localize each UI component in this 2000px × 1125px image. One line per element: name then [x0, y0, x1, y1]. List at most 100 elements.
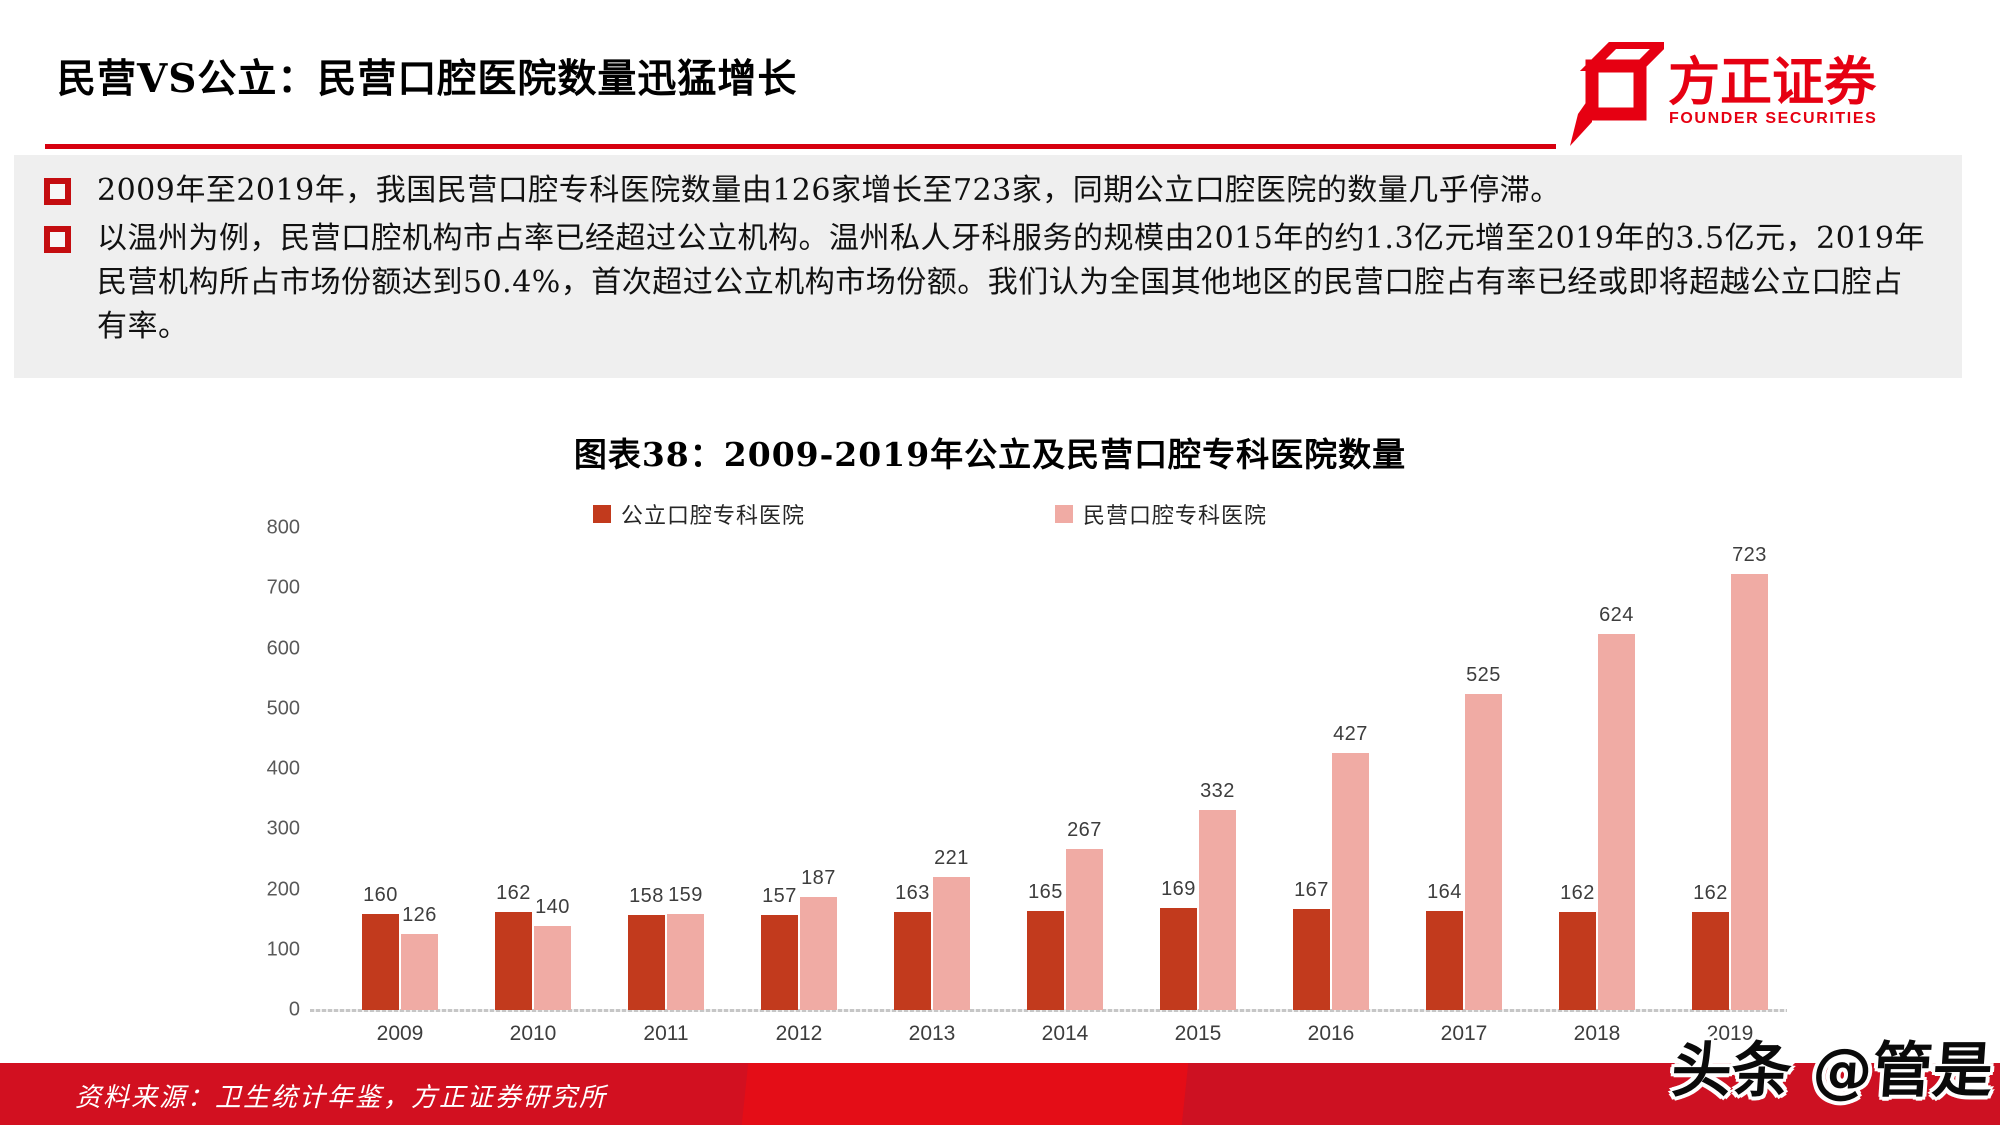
x-axis-label-2012: 2012 — [775, 1022, 823, 1045]
legend-item: 公立口腔专科医院 — [592, 498, 805, 530]
y-axis-tick-label: 500 — [266, 697, 300, 720]
y-axis-tick-label: 800 — [266, 516, 300, 539]
x-axis-label-2016: 2016 — [1307, 1022, 1355, 1045]
x-axis-label-2009: 2009 — [376, 1022, 424, 1045]
bar-value-label: 126 — [402, 904, 437, 927]
private-bar-2019 — [1731, 574, 1768, 1010]
x-axis-label-2011: 2011 — [643, 1022, 689, 1045]
bar-value-label: 187 — [801, 867, 836, 890]
private-bar-2012 — [800, 897, 837, 1010]
bullet-square-icon — [44, 178, 71, 205]
bullet-square-icon — [44, 226, 71, 253]
footer-red-segment — [0, 1063, 755, 1125]
y-axis-tick-label: 200 — [266, 878, 300, 900]
public-bar-2017 — [1426, 911, 1463, 1010]
logo-cn-text: 方正证券 — [1668, 52, 1877, 113]
private-bar-2017 — [1465, 693, 1502, 1010]
chart-title: 图表38：2009-2019年公立及民营口腔专科医院数量 — [573, 435, 1407, 474]
private-bar-2011 — [667, 914, 704, 1010]
x-axis-label-2013: 2013 — [908, 1022, 956, 1045]
bar-group-2009: 160 126 — [350, 528, 450, 1010]
bar-group-2018: 162 624 — [1547, 528, 1647, 1010]
bar-value-label: 158 — [629, 884, 664, 907]
bar-group-2013: 163 221 — [882, 528, 982, 1010]
bar-value-label: 162 — [1560, 882, 1595, 905]
footer-red-segment — [1175, 1063, 2000, 1125]
public-bar-2011 — [628, 914, 665, 1010]
bar-value-label: 169 — [1161, 878, 1196, 901]
plot-area: 160 126 2009 162 140 2010 158 159 2011 157 187 2012… — [310, 528, 1787, 1045]
bar-value-label: 164 — [1427, 881, 1462, 904]
bar-group-2015: 169 332 — [1148, 528, 1248, 1010]
y-axis-tick-label: 600 — [266, 637, 300, 659]
bar-value-label: 525 — [1466, 663, 1501, 686]
public-bar-2016 — [1293, 909, 1330, 1010]
bar-group-2017: 164 525 — [1414, 528, 1514, 1010]
y-axis-tick-label: 700 — [266, 576, 300, 599]
public-bar-2018 — [1559, 912, 1596, 1010]
legend-label: 民营口腔专科医院 — [1083, 504, 1268, 529]
legend-swatch-icon — [592, 505, 611, 523]
private-bar-2016 — [1332, 752, 1369, 1010]
y-axis-ticks: 0 100 200 300 400 500 600 700 800 — [240, 516, 300, 1058]
bar-value-label: 163 — [895, 881, 930, 904]
legend-label: 公立口腔专科医院 — [620, 504, 805, 529]
footer-red-segment — [741, 1063, 1189, 1125]
bar-group-2019: 162 723 — [1680, 528, 1780, 1010]
bar-value-label: 267 — [1067, 819, 1102, 842]
y-axis-tick-label: 400 — [266, 757, 300, 780]
bar-group-2016: 167 427 — [1281, 528, 1381, 1010]
x-axis-label-2015: 2015 — [1174, 1022, 1222, 1045]
bar-value-label: 162 — [1693, 882, 1728, 905]
private-bar-2009 — [401, 934, 438, 1010]
bar-value-label: 157 — [762, 885, 797, 908]
legend-item: 民营口腔专科医院 — [1055, 498, 1267, 530]
private-bar-2018 — [1598, 634, 1635, 1010]
bullet-text: 2009年至2019年，我国民营口腔专科医院数量由126家增长至723家，同期公… — [97, 173, 1561, 208]
public-bar-2014 — [1027, 910, 1064, 1010]
bar-group-2011: 158 159 — [616, 528, 716, 1010]
bar-chart: 0 100 200 300 400 500 600 700 800 160 126 2009 162 1… — [240, 516, 1800, 1058]
x-axis-line — [310, 1009, 1787, 1012]
bullet-item: 2009年至2019年，我国民营口腔专科医院数量由126家增长至723家，同期公… — [42, 169, 1932, 213]
private-bar-2010 — [534, 925, 571, 1010]
bar-group-2012: 157 187 — [749, 528, 849, 1010]
bar-value-label: 165 — [1028, 880, 1063, 903]
private-bar-2013 — [933, 876, 970, 1010]
bar-value-label: 624 — [1599, 604, 1634, 627]
x-axis-label-2019: 2019 — [1706, 1022, 1754, 1045]
bar-value-label: 140 — [535, 895, 570, 918]
public-bar-2019 — [1692, 912, 1729, 1010]
y-axis-tick-label: 300 — [266, 817, 300, 840]
bullet-text: 以温州为例，民营口腔机构市占率已经超过公立机构。温州私人牙科服务的规模由2015… — [97, 221, 1925, 344]
y-axis-tick-label: 100 — [266, 938, 300, 961]
private-bar-2014 — [1066, 849, 1103, 1010]
legend-swatch-icon — [1055, 505, 1073, 523]
x-axis-label-2017: 2017 — [1440, 1022, 1488, 1045]
bar-value-label: 723 — [1732, 544, 1767, 567]
public-bar-2009 — [362, 913, 399, 1010]
public-bar-2010 — [495, 912, 532, 1010]
private-bar-2015 — [1199, 809, 1236, 1010]
public-bar-2012 — [761, 915, 798, 1010]
bullet-item: 以温州为例，民营口腔机构市占率已经超过公立机构。温州私人牙科服务的规模由2015… — [42, 217, 1932, 349]
bar-value-label: 160 — [363, 883, 398, 906]
founder-cube-icon — [1570, 42, 1664, 146]
bar-group-2010: 162 140 — [483, 528, 583, 1010]
bar-group-2014: 165 267 — [1015, 528, 1115, 1010]
footer-bar: 资料来源：卫生统计年鉴，方正证券研究所 — [0, 1063, 2000, 1125]
chart-legend: 公立口腔专科医院 民营口腔专科医院 — [310, 498, 1550, 530]
y-axis-tick-label: 0 — [288, 998, 300, 1021]
x-axis-label-2010: 2010 — [509, 1022, 557, 1045]
bar-value-label: 221 — [934, 846, 969, 869]
page-title: 民营VS公立：民营口腔医院数量迅猛增长 — [57, 56, 798, 102]
bar-value-label: 167 — [1294, 879, 1329, 902]
title-underline — [45, 144, 1556, 149]
summary-box: 2009年至2019年，我国民营口腔专科医院数量由126家增长至723家，同期公… — [14, 155, 1962, 378]
logo-en-text: FOUNDER SECURITIES — [1669, 110, 1878, 127]
bar-value-label: 332 — [1200, 779, 1235, 802]
public-bar-2015 — [1160, 908, 1197, 1010]
watermark-text: 头条 @管是 — [1669, 1036, 1995, 1106]
public-bar-2013 — [894, 911, 931, 1010]
